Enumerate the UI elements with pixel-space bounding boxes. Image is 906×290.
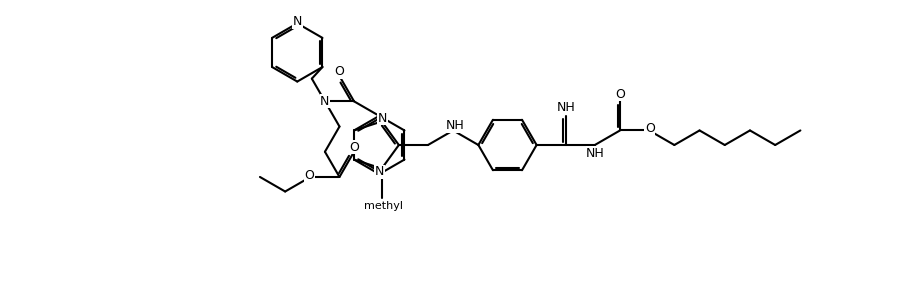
Text: O: O bbox=[304, 169, 314, 182]
Text: N: N bbox=[375, 165, 384, 178]
Text: O: O bbox=[334, 65, 344, 78]
Text: NH: NH bbox=[556, 101, 575, 114]
Text: N: N bbox=[378, 112, 387, 125]
Text: N: N bbox=[320, 95, 330, 108]
Text: N: N bbox=[293, 15, 302, 28]
Text: NH: NH bbox=[586, 147, 605, 160]
Text: O: O bbox=[350, 141, 360, 154]
Text: O: O bbox=[645, 122, 655, 135]
Text: methyl: methyl bbox=[364, 201, 403, 211]
Text: O: O bbox=[615, 88, 625, 101]
Text: NH: NH bbox=[446, 119, 465, 132]
